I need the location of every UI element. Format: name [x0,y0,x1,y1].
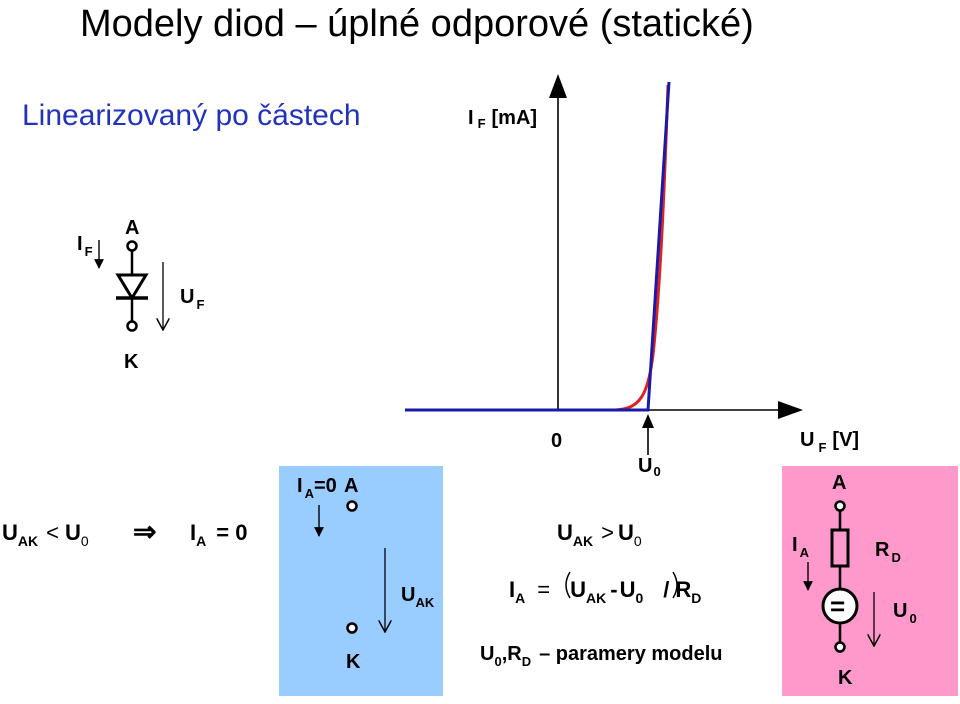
anode-terminal [126,240,138,252]
characteristic-plot: I F [mA] 0 U0 U F [V] [405,74,859,479]
voltage-source-sign: = [830,591,845,621]
on-current-equation: IA = UAK -U0/RD [509,577,701,606]
pink-cathode-terminal [834,641,846,653]
cathode-terminal [126,320,138,332]
x-axis-arrow [778,401,803,419]
on-condition: UAK > U0 IA = UAK -U0/RD U0,RD – paramery mode… [480,520,723,669]
blue-cathode-terminal [346,622,358,634]
real-characteristic-curve [405,84,670,412]
paren-right [672,571,678,599]
blue-cathode-label: K [346,651,361,673]
model-parameters-note: U0,RD – paramery modelu [480,643,723,669]
blue-voltage-label: UAK [401,584,435,610]
diode-triangle [115,273,149,301]
diode-cathode-label: K [124,351,139,373]
off-condition: UAK < U0 ⇒ IA = 0 [2,516,247,549]
diode-anode-label: A [125,217,139,239]
blue-anode-terminal [346,500,358,512]
u0-marker-arrow [642,414,654,428]
off-condition-text: UAK < U0 [2,520,89,549]
y-axis-arrow [549,74,567,98]
pink-anode-terminal [834,500,846,512]
blue-panel-content: I A=0 A K UAK [297,475,435,673]
blue-current-label: I A=0 [297,475,337,501]
pink-cathode-label: K [838,667,853,689]
y-axis-label: I F [mA] [468,107,537,131]
subtitle: Linearizovaný po částech [22,99,361,132]
ideal-piecewise-line [405,81,671,412]
x-axis-label: U F [V] [800,429,859,455]
pink-panel [782,466,958,696]
pink-anode-label: A [832,472,846,494]
implies-symbol: ⇒ [133,516,156,547]
paren-left [565,571,571,599]
blue-anode-label: A [344,475,358,497]
origin-label: 0 [551,430,562,452]
off-current-text: IA = 0 [190,520,247,549]
u0-axis-label: U0 [638,455,661,479]
page-title: Modely diod – úplné odporové (statické) [80,3,754,45]
on-condition-text: UAK > U0 [557,520,642,549]
blue-panel [279,466,443,696]
